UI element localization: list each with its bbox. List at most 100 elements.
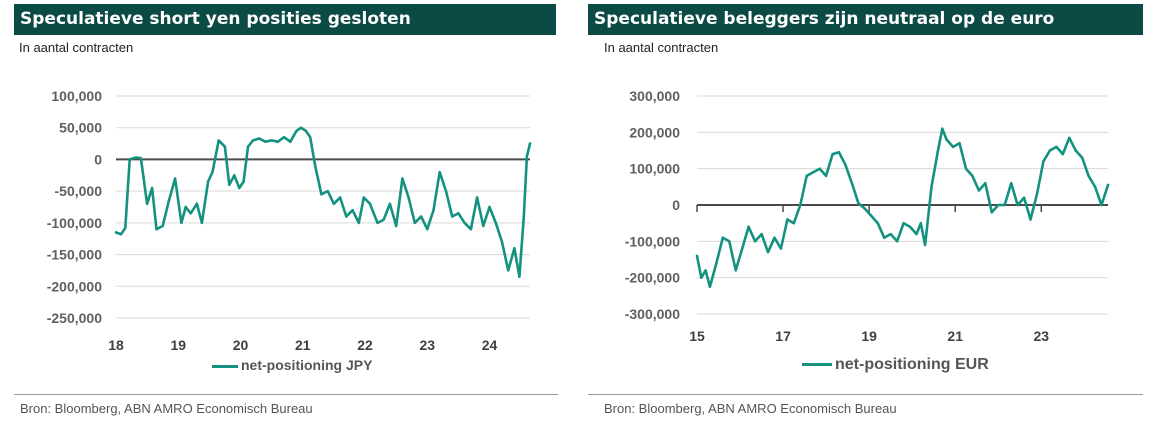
data-point: [883, 236, 886, 239]
data-point: [951, 145, 955, 149]
data-point: [289, 140, 292, 143]
x-tick-label: 23: [1034, 328, 1050, 344]
y-tick-label: 200,000: [629, 124, 680, 140]
data-point: [930, 185, 933, 188]
data-point: [818, 167, 821, 170]
data-point: [217, 139, 220, 142]
y-tick-label: 100,000: [629, 161, 680, 177]
y-tick-label: 50,000: [59, 120, 102, 136]
data-point: [721, 236, 724, 239]
data-point: [444, 189, 448, 193]
data-point: [513, 247, 516, 250]
data-point: [715, 261, 718, 265]
data-point: [1022, 196, 1026, 199]
data-point: [376, 221, 379, 225]
data-point: [1093, 185, 1097, 188]
data-point: [908, 225, 912, 228]
data-point: [469, 228, 473, 231]
data-point: [320, 193, 323, 196]
y-tick-label: -200,000: [625, 270, 680, 286]
data-point: [357, 221, 360, 225]
data-point: [857, 202, 860, 205]
data-point: [958, 142, 961, 145]
data-point: [997, 203, 1000, 207]
x-tick-label: 15: [689, 328, 705, 344]
data-point: [971, 174, 974, 178]
data-point: [438, 170, 441, 174]
eur-chart: 300,000 200,000 100,000 0 -100,000 -200,000 -3…: [625, 88, 1110, 344]
data-point: [753, 240, 757, 243]
data-point: [382, 218, 385, 221]
data-point: [238, 186, 241, 190]
legend-swatch: [802, 363, 832, 367]
legend-label: net-positioning JPY: [241, 357, 373, 373]
data-point: [233, 174, 236, 177]
y-tick-label: -100,000: [47, 215, 102, 231]
chart-legend: net-positioning EUR: [802, 356, 989, 374]
data-point: [407, 196, 410, 199]
data-point: [114, 231, 118, 234]
legend-swatch: [212, 364, 238, 368]
data-point: [728, 240, 731, 243]
y-tick-label: -200,000: [47, 278, 102, 294]
data-point: [180, 221, 183, 225]
data-point: [1003, 203, 1006, 207]
data-point: [258, 137, 261, 140]
chart-title: Speculatieve short yen posities gesloten: [14, 4, 556, 35]
data-point: [299, 126, 303, 129]
source-divider: [588, 394, 1143, 395]
data-point: [870, 214, 873, 218]
legend-label: net-positioning EUR: [835, 356, 989, 373]
x-tick-label: 17: [775, 328, 791, 344]
data-point: [760, 232, 763, 236]
data-point: [741, 247, 744, 250]
data-point: [799, 203, 802, 207]
data-point: [246, 145, 250, 148]
chart-title: Speculatieve beleggers zijn neutraal op …: [588, 4, 1143, 35]
data-point: [734, 269, 737, 272]
data-point: [990, 211, 993, 214]
data-point: [831, 152, 834, 156]
data-point: [145, 202, 149, 205]
y-tick-label: -250,000: [47, 310, 102, 326]
data-point: [1016, 203, 1019, 207]
data-point: [1048, 149, 1052, 152]
data-point: [936, 149, 940, 152]
data-point: [964, 167, 968, 170]
data-point: [1068, 136, 1071, 139]
data-point: [1055, 145, 1058, 149]
data-point: [919, 222, 922, 225]
source-note: Bron: Bloomberg, ABN AMRO Economisch Bur…: [604, 401, 897, 416]
data-point: [395, 224, 398, 228]
data-point: [368, 202, 372, 205]
data-point: [708, 285, 712, 288]
x-tick-label: 20: [233, 337, 249, 353]
data-point: [150, 186, 154, 190]
data-point: [876, 222, 879, 225]
data-point: [895, 240, 899, 243]
data-point: [228, 183, 231, 186]
chart-subtitle: In aantal contracten: [19, 40, 134, 55]
data-point: [119, 233, 123, 236]
data-point: [413, 221, 416, 225]
data-point: [850, 182, 854, 185]
data-point: [824, 174, 828, 178]
x-tick-label: 23: [419, 337, 435, 353]
data-point: [173, 177, 177, 180]
panel-jpy: Speculatieve short yen posities gesloten…: [0, 0, 560, 425]
data-point: [128, 158, 131, 161]
x-tick-label: 18: [108, 337, 124, 353]
data-point: [518, 275, 521, 278]
data-point: [773, 236, 776, 239]
data-point: [837, 151, 841, 154]
data-point: [1010, 182, 1013, 185]
data-point: [200, 221, 204, 225]
data-point: [206, 180, 210, 183]
data-point: [805, 174, 808, 178]
y-tick-label: -150,000: [47, 247, 102, 263]
x-tick-label: 24: [482, 337, 498, 353]
data-point: [500, 240, 504, 244]
x-tick-label: 21: [947, 328, 963, 344]
data-point: [432, 209, 435, 212]
data-point: [1087, 174, 1090, 178]
